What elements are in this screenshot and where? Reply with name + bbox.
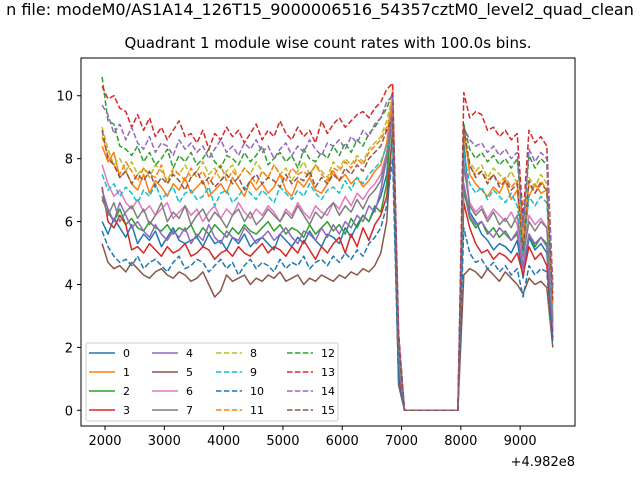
- series-line-8: [101, 94, 554, 412]
- legend-label-4: 4: [186, 347, 193, 360]
- legend-label-10: 10: [250, 385, 264, 398]
- legend-label-2: 2: [123, 385, 130, 398]
- series-line-15: [101, 117, 554, 412]
- x-tick-label: 9000: [504, 434, 537, 449]
- legend-label-8: 8: [250, 347, 257, 360]
- legend-label-7: 7: [186, 404, 193, 417]
- y-tick-label: 8: [65, 153, 73, 168]
- series-line-5: [101, 126, 554, 412]
- series-line-2: [101, 101, 554, 412]
- series-line-4: [101, 113, 554, 412]
- y-tick-label: 4: [65, 278, 73, 293]
- x-tick-label: 8000: [444, 434, 477, 449]
- legend-label-1: 1: [123, 366, 130, 379]
- legend-label-5: 5: [186, 366, 193, 379]
- y-tick-label: 2: [65, 341, 73, 356]
- series-line-12: [101, 76, 554, 412]
- figure-suptitle: n file: modeM0/AS1A14_126T15_9000006516_…: [6, 0, 634, 19]
- x-axis: 2000 3000 4000 5000 6000 7000 8000 9000: [88, 426, 537, 449]
- x-tick-label: 7000: [385, 434, 418, 449]
- x-tick-label: 5000: [266, 434, 299, 449]
- series-line-3: [101, 132, 554, 412]
- series-line-7: [101, 104, 554, 412]
- series-line-9: [101, 142, 554, 412]
- x-tick-label: 2000: [88, 434, 121, 449]
- chart-title: Quadrant 1 module wise count rates with …: [124, 34, 532, 52]
- legend-label-15: 15: [321, 404, 335, 417]
- legend-label-3: 3: [123, 404, 130, 417]
- x-offset-label: +4.982e8: [511, 455, 575, 470]
- series-line-11: [101, 107, 554, 412]
- legend-label-6: 6: [186, 385, 193, 398]
- axes-frame: [80, 57, 576, 427]
- series-line-13: [101, 82, 554, 412]
- x-tick-label: 6000: [326, 434, 359, 449]
- series-line-14: [101, 94, 554, 412]
- y-axis: 0 2 4 6 8 10: [56, 90, 81, 419]
- series-lines: [101, 76, 554, 412]
- series-line-10: [101, 157, 554, 412]
- series-line-6: [101, 98, 554, 412]
- y-tick-label: 10: [56, 90, 73, 105]
- legend-label-11: 11: [250, 404, 264, 417]
- y-tick-label: 0: [65, 404, 73, 419]
- x-tick-label: 3000: [148, 434, 181, 449]
- legend-label-13: 13: [321, 366, 335, 379]
- legend-label-14: 14: [321, 385, 335, 398]
- legend-label-12: 12: [321, 347, 335, 360]
- legend-label-9: 9: [250, 366, 257, 379]
- legend-label-0: 0: [123, 347, 130, 360]
- legend-box: [85, 342, 339, 422]
- y-tick-label: 6: [65, 216, 73, 231]
- x-tick-label: 4000: [207, 434, 240, 449]
